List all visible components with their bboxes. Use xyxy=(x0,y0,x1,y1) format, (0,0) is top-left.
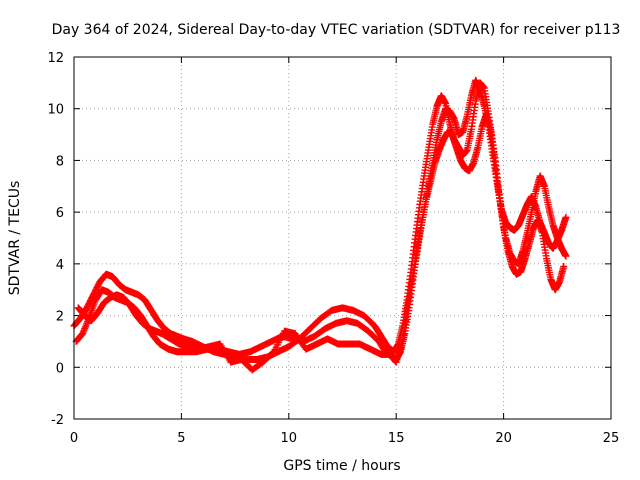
x-tick-labels: 0 5 10 15 20 25 xyxy=(70,431,619,446)
y-tick-label: 8 xyxy=(56,154,64,169)
y-tick-labels: -2 0 2 4 6 8 10 12 xyxy=(47,51,64,428)
y-tick-label: 10 xyxy=(47,103,64,118)
data-point xyxy=(562,252,570,260)
data-point xyxy=(560,262,568,270)
x-axis-label: GPS time / hours xyxy=(283,458,400,474)
y-tick-label: 6 xyxy=(56,206,64,221)
y-axis-label: SDTVAR / TECUs xyxy=(7,181,23,296)
plot-frame xyxy=(73,56,612,420)
x-tick-label: 0 xyxy=(70,431,78,446)
y-tick-label: 12 xyxy=(47,51,64,66)
x-tick-label: 20 xyxy=(495,431,512,446)
y-tick-label: 4 xyxy=(56,258,64,273)
x-tick-label: 5 xyxy=(177,431,185,446)
series-track-c xyxy=(74,76,570,374)
x-tick-label: 25 xyxy=(603,431,620,446)
data-points xyxy=(70,76,570,374)
y-tick-label: 2 xyxy=(56,310,64,325)
y-tick-label: -2 xyxy=(51,413,64,428)
x-tick-label: 15 xyxy=(388,431,405,446)
y-tick-label: 0 xyxy=(56,361,64,376)
x-tick-label: 10 xyxy=(281,431,298,446)
data-point xyxy=(391,357,399,365)
data-point xyxy=(562,213,570,221)
chart-title: Day 364 of 2024, Sidereal Day-to-day VTE… xyxy=(52,22,621,38)
